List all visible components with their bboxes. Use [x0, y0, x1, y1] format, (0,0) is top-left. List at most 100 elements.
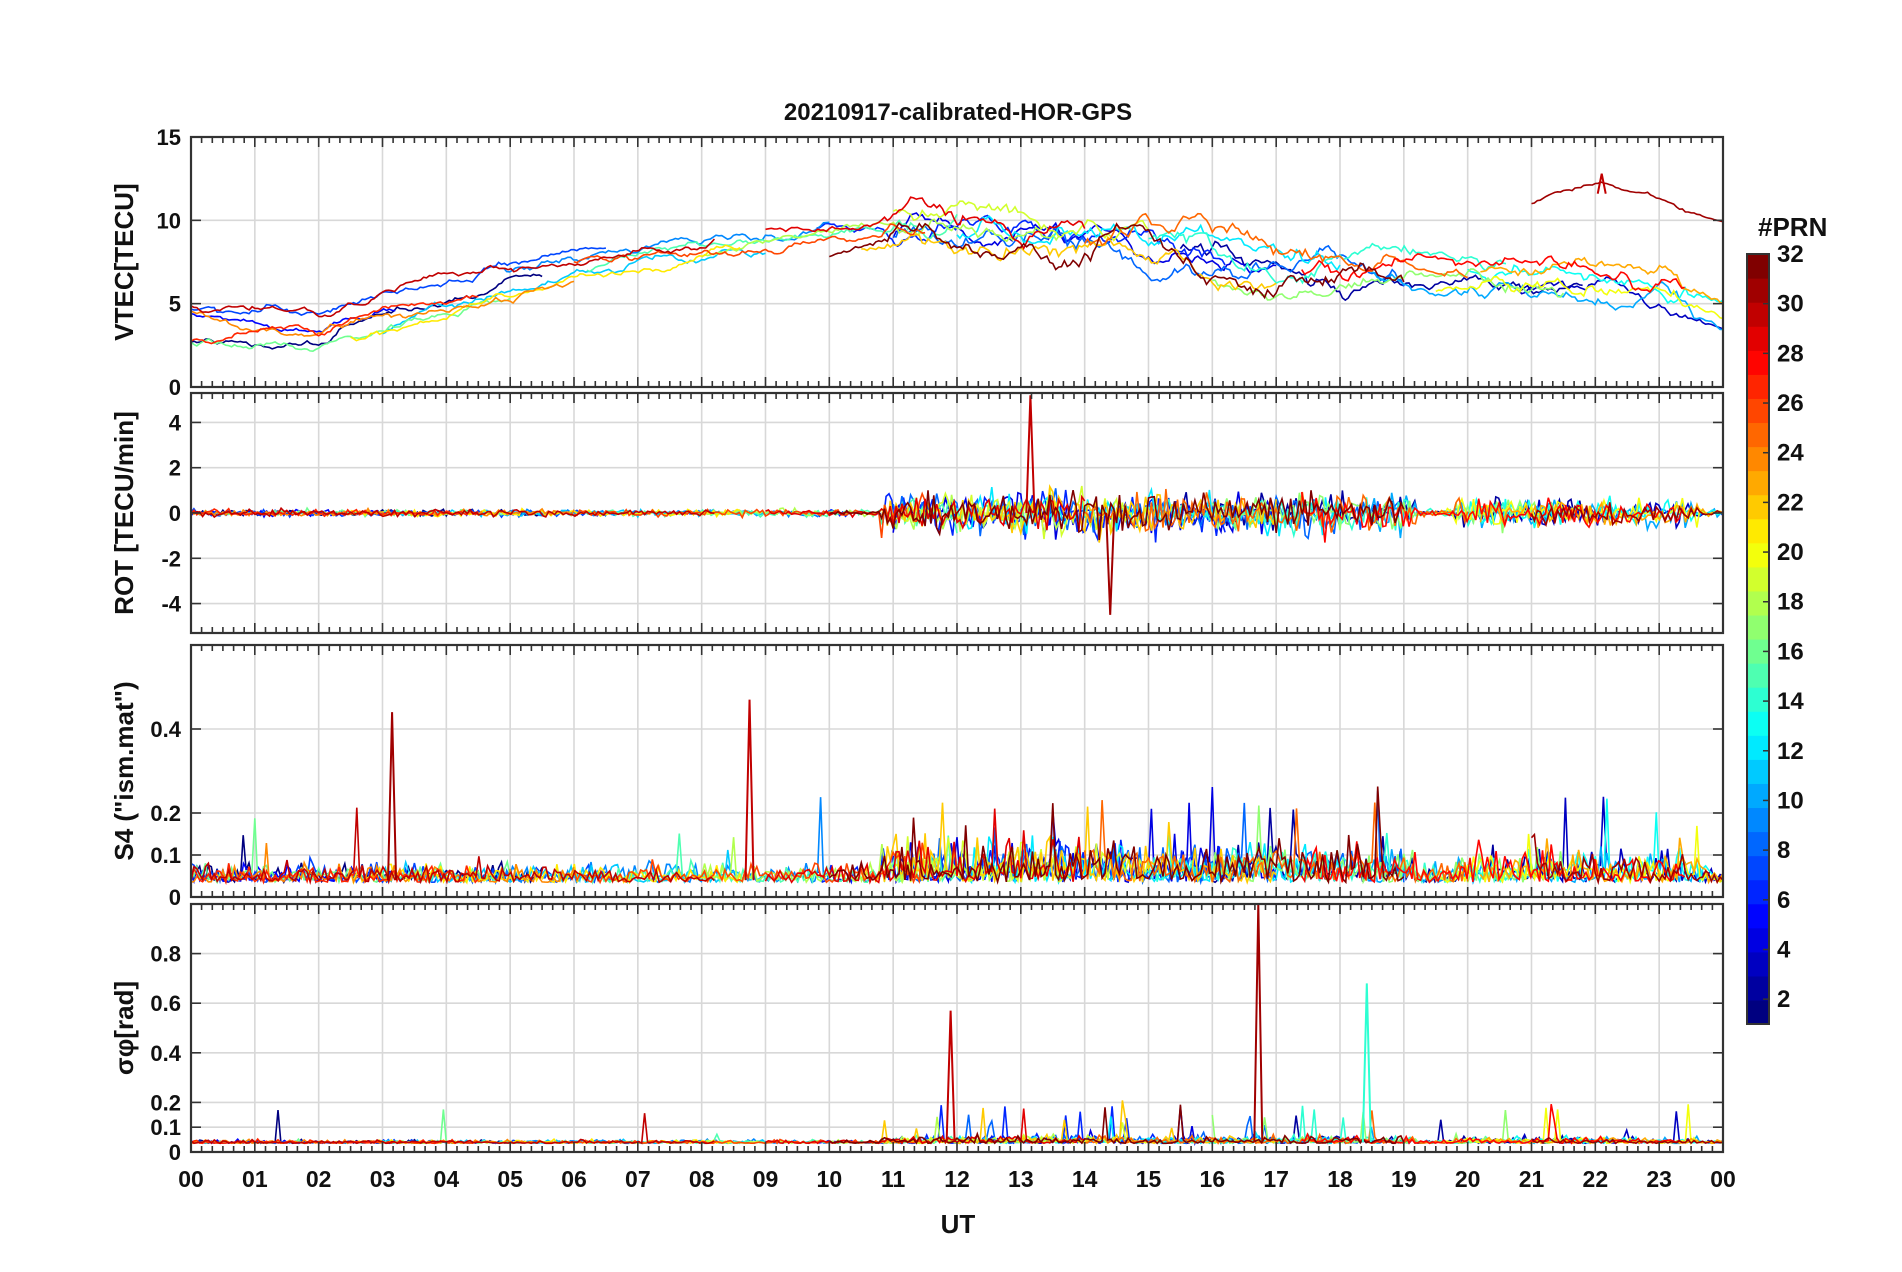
x-tick-label: 19	[1391, 1166, 1417, 1192]
colorbar-segment	[1747, 999, 1769, 1025]
colorbar-tick-label: 32	[1777, 241, 1804, 268]
colorbar-segment	[1747, 759, 1769, 784]
series-group	[191, 699, 1723, 886]
colorbar-segment	[1747, 278, 1769, 303]
series-line-prn-29	[765, 196, 1086, 251]
colorbar-segment	[1747, 302, 1769, 327]
series-line-prn-17	[1212, 268, 1565, 301]
colorbar-segment	[1747, 590, 1769, 616]
colorbar-tick-label: 26	[1777, 390, 1804, 417]
y-tick-label: 0	[169, 1140, 181, 1165]
series-line-prn-30	[191, 807, 715, 886]
x-tick-label: 13	[1008, 1166, 1034, 1192]
colorbar-segment	[1747, 951, 1769, 977]
y-tick-label: 0.4	[150, 1041, 181, 1066]
series-line-prn-18	[701, 218, 1060, 258]
x-tick-label: 18	[1327, 1166, 1353, 1192]
x-tick-label: 15	[1136, 1166, 1162, 1192]
colorbar-segment	[1747, 831, 1769, 857]
x-ticks	[190, 393, 1724, 633]
series-line-prn-11	[382, 248, 766, 335]
colorbar-segment	[1747, 494, 1769, 520]
colorbar-label: #PRN	[1758, 212, 1827, 242]
x-ticks	[190, 137, 1724, 387]
x-tick-label: 05	[497, 1166, 523, 1192]
x-tick-label: 11	[881, 1166, 906, 1192]
series-line-prn-10	[1365, 268, 1723, 331]
series-line-prn-29	[764, 808, 1086, 885]
x-tick-label: 01	[242, 1166, 268, 1192]
x-tick-label: 00	[178, 1166, 204, 1192]
series-line-prn-14	[1148, 230, 1507, 285]
colorbar-segment	[1747, 518, 1769, 544]
series-line-prn-13	[1467, 264, 1723, 305]
x-tick-label: 12	[944, 1166, 970, 1192]
series-line-prn-29	[765, 494, 1086, 531]
event-spike	[1596, 173, 1607, 194]
colorbar-segment	[1747, 614, 1769, 640]
series-group	[191, 904, 1723, 1147]
colorbar-segment	[1747, 783, 1769, 809]
series-group	[191, 173, 1723, 353]
colorbar-segment	[1747, 711, 1769, 736]
series-line-prn-16	[191, 297, 511, 353]
colorbar-segment	[1747, 735, 1769, 760]
colorbar-tick-label: 22	[1777, 489, 1804, 516]
colorbar-box	[1746, 253, 1770, 1025]
panel-vtec: 0 5 10 15 VTEC[TECU]	[109, 125, 1725, 400]
panel-s4: 0 0.1 0.2 0.4 S4 ("ism.mat")	[109, 643, 1725, 910]
x-tick-label: 06	[561, 1166, 587, 1192]
panel-sigphi: 00.10.2 0.4 0.6 0.8 σφ[rad]	[109, 902, 1725, 1165]
colorbar-segment	[1747, 639, 1769, 664]
colorbar-tick-label: 16	[1777, 638, 1804, 665]
y-tick-label: 0.2	[150, 1090, 181, 1115]
x-tick-label: 16	[1200, 1166, 1226, 1192]
colorbar-segment	[1747, 903, 1769, 929]
x-tick-label: 21	[1519, 1166, 1545, 1192]
x-tick-label: 04	[434, 1166, 460, 1192]
y-tick-label: 0.1	[150, 1115, 181, 1140]
y-tick-label: 0.8	[150, 942, 181, 967]
colorbar-tick-label: 30	[1777, 291, 1804, 318]
x-tick-label: 00	[1710, 1166, 1736, 1192]
event-spike	[1025, 395, 1036, 514]
series-line-prn-22	[860, 802, 1277, 885]
y-tick-label: 5	[169, 292, 181, 317]
y-tick-label: 15	[157, 125, 181, 150]
colorbar-segment	[1747, 566, 1769, 592]
series-line-prn-30	[191, 506, 715, 519]
colorbar-segment	[1747, 542, 1769, 568]
y-tick-label: 0.6	[150, 991, 181, 1016]
colorbar-segment	[1747, 687, 1769, 712]
x-ticks	[190, 904, 1724, 1152]
colorbar-segment	[1747, 422, 1769, 448]
series-line-prn-19	[892, 200, 1150, 242]
y-tick-label: 10	[157, 208, 181, 233]
x-tick-label: 03	[370, 1166, 396, 1192]
y-axis-label: ROT [TECU/min]	[109, 411, 139, 615]
y-tick-label: -2	[161, 546, 181, 571]
series-line-prn-21	[350, 507, 741, 519]
series-line-prn-32	[829, 489, 1405, 540]
series-line-prn-16	[191, 1109, 511, 1145]
x-tick-label: 09	[753, 1166, 779, 1192]
series-line-prn-32	[828, 1104, 1405, 1145]
x-tick-label: 20	[1455, 1166, 1481, 1192]
series-line-prn-31	[1531, 181, 1723, 223]
series-line-prn-28	[1301, 839, 1686, 884]
series-line-prn-25	[1084, 488, 1469, 533]
x-tick-label: 17	[1263, 1166, 1289, 1192]
colorbar-tick-label: 28	[1777, 340, 1804, 367]
series-line-prn-27	[191, 294, 479, 345]
series-line-prn-32	[828, 786, 1405, 885]
colorbar-tick-label: 20	[1777, 539, 1804, 566]
colorbar-tick-label: 8	[1777, 837, 1790, 864]
event-spike	[1361, 983, 1372, 1143]
series-line-prn-20	[1435, 496, 1723, 528]
series-line-prn-28	[1300, 491, 1686, 543]
y-axis-label: S4 ("ism.mat")	[109, 681, 139, 860]
series-line-prn-30	[191, 1113, 715, 1145]
colorbar-tick-label: 24	[1777, 440, 1804, 467]
y-axis-label: VTEC[TECU]	[109, 183, 139, 340]
